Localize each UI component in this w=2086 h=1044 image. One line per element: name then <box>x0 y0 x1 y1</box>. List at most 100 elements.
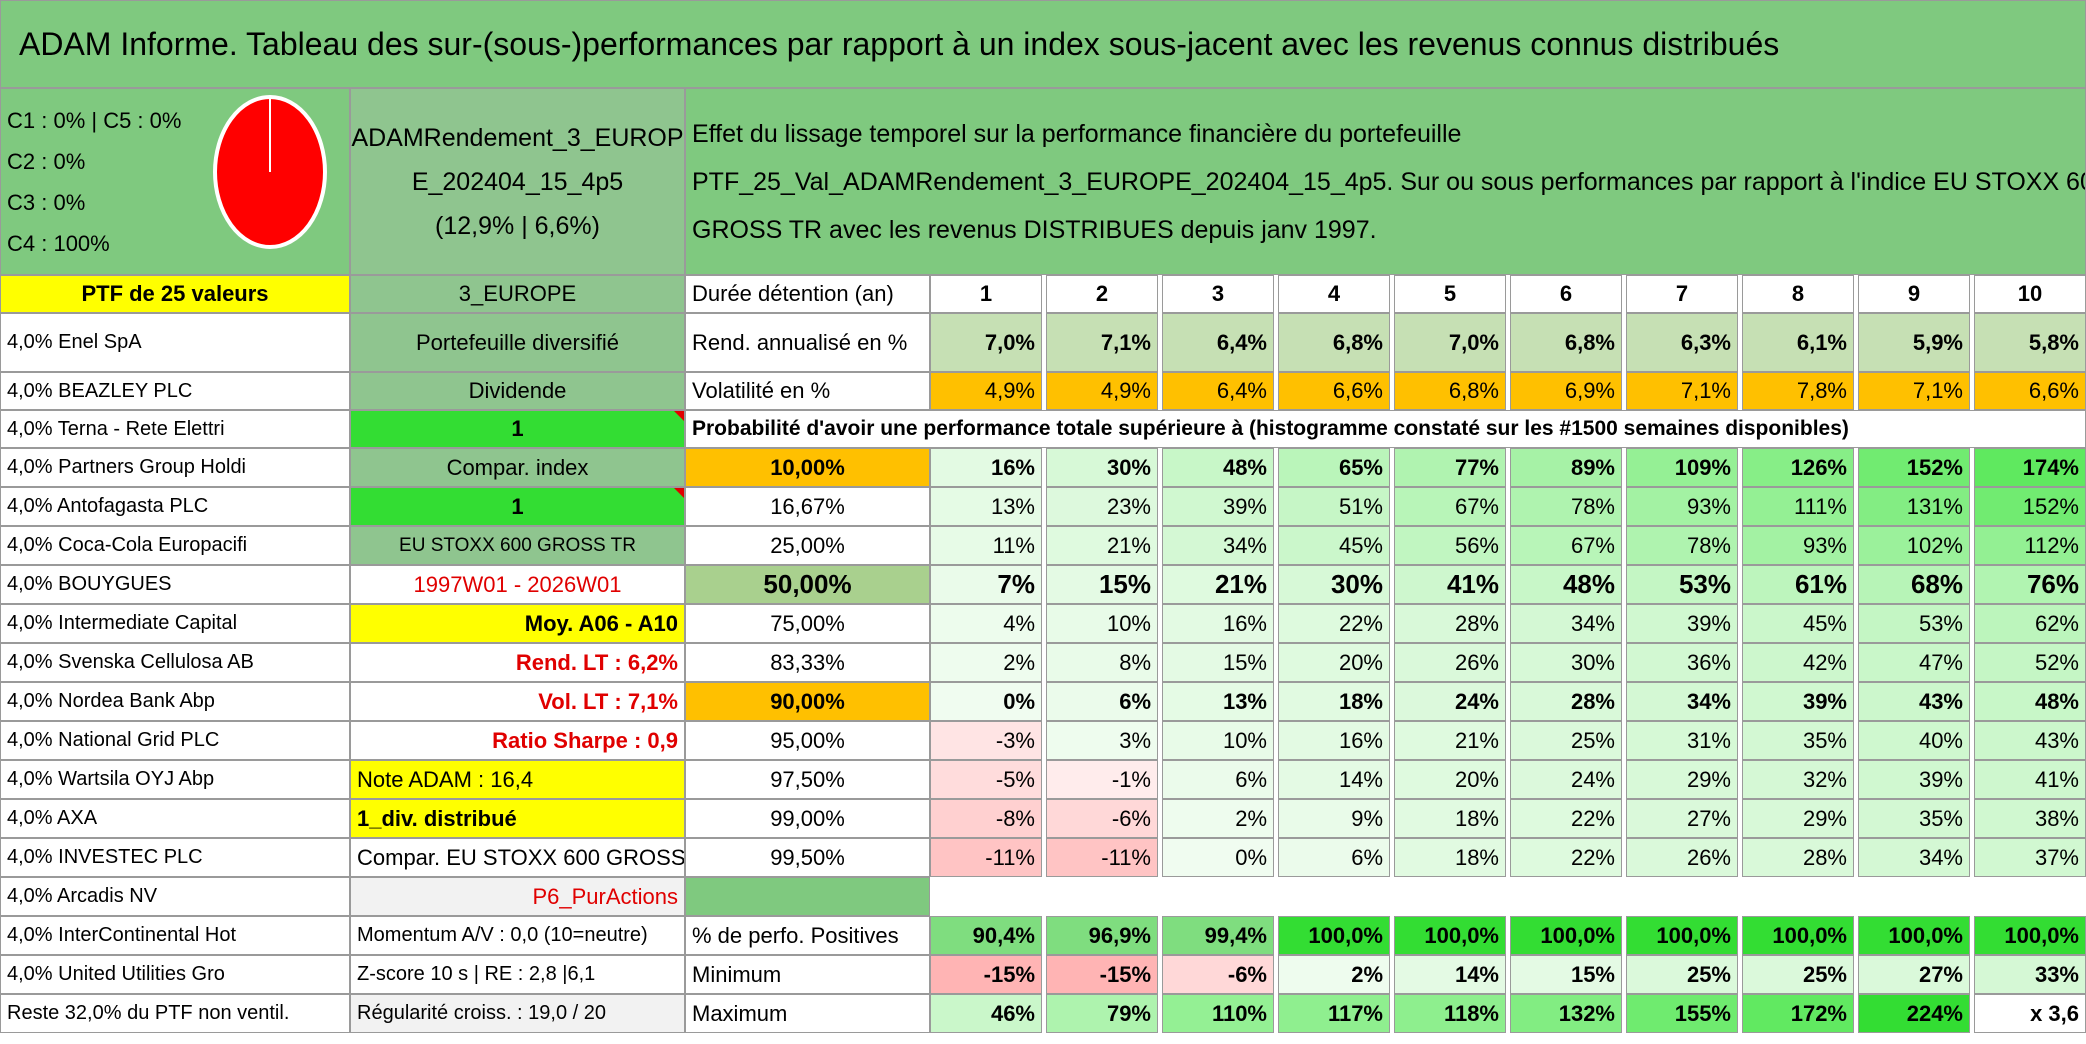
holding-row: 4,0% Enel SpA <box>0 313 350 372</box>
vol-value: 4,9% <box>1046 372 1158 410</box>
probability-value: 51% <box>1278 487 1390 526</box>
probability-value: 6% <box>1162 760 1274 799</box>
info-cell: Moy. A06 - A10 <box>350 604 685 643</box>
probability-value: 30% <box>1046 448 1158 487</box>
probability-threshold: 50,00% <box>685 565 930 604</box>
rend-value: 5,9% <box>1858 313 1970 372</box>
pos-value: 100,0% <box>1278 916 1390 955</box>
info-cell: 1 <box>350 487 685 526</box>
probability-value: 14% <box>1278 760 1390 799</box>
probability-value: 111% <box>1742 487 1854 526</box>
effect-line: GROSS TR avec les revenus DISTRIBUES dep… <box>692 215 1377 244</box>
portfolio-region: 3_EUROPE <box>350 275 685 313</box>
min-value: -6% <box>1162 955 1274 994</box>
holding-row: 4,0% BEAZLEY PLC <box>0 372 350 410</box>
probability-value: 28% <box>1510 682 1622 721</box>
rend-value: 5,8% <box>1974 313 2086 372</box>
probability-value: 68% <box>1858 565 1970 604</box>
probability-value: 48% <box>1162 448 1274 487</box>
min-value: 15% <box>1510 955 1622 994</box>
min-value: 2% <box>1278 955 1390 994</box>
probability-threshold: 99,50% <box>685 838 930 877</box>
probability-value: 24% <box>1394 682 1506 721</box>
probability-value: 78% <box>1626 526 1738 565</box>
holding-row: Reste 32,0% du PTF non ventil. <box>0 994 350 1033</box>
portfolio-name-line: (12,9% | 6,6%) <box>435 211 600 240</box>
holding-row: 4,0% Intermediate Capital <box>0 604 350 643</box>
probability-value: 126% <box>1742 448 1854 487</box>
probability-value: 65% <box>1278 448 1390 487</box>
probability-value: 3% <box>1046 721 1158 760</box>
probability-value: 20% <box>1278 643 1390 682</box>
holding-row: 4,0% AXA <box>0 799 350 838</box>
year-header: 2 <box>1046 275 1158 313</box>
info-cell: Compar. EU STOXX 600 GROSS TR <box>350 838 685 877</box>
year-header: 8 <box>1742 275 1854 313</box>
year-header: 6 <box>1510 275 1622 313</box>
probability-value: 26% <box>1394 643 1506 682</box>
max-value: 118% <box>1394 994 1506 1033</box>
probability-value: 16% <box>1278 721 1390 760</box>
probability-value: 41% <box>1394 565 1506 604</box>
info-cell: EU STOXX 600 GROSS TR <box>350 526 685 565</box>
probability-value: 35% <box>1742 721 1854 760</box>
holding-row: 4,0% InterContinental Hot <box>0 916 350 955</box>
effect-description: Effet du lissage temporel sur la perform… <box>685 88 2086 275</box>
info-cell: Portefeuille diversifié <box>350 313 685 372</box>
probability-value: 31% <box>1626 721 1738 760</box>
portfolio-name-line: E_202404_15_4p5 <box>411 167 624 196</box>
max-value: 224% <box>1858 994 1970 1033</box>
vol-value: 6,6% <box>1974 372 2086 410</box>
probability-threshold: 75,00% <box>685 604 930 643</box>
class-line: C3 : 0% <box>7 189 86 215</box>
year-header: 10 <box>1974 275 2086 313</box>
probability-value: 61% <box>1742 565 1854 604</box>
holding-row: 4,0% INVESTEC PLC <box>0 838 350 877</box>
probability-value: 39% <box>1742 682 1854 721</box>
probability-value: 10% <box>1162 721 1274 760</box>
pos-value: 99,4% <box>1162 916 1274 955</box>
probability-value: 78% <box>1510 487 1622 526</box>
probability-value: -5% <box>930 760 1042 799</box>
min-value: 25% <box>1742 955 1854 994</box>
pos-value: 100,0% <box>1394 916 1506 955</box>
probability-value: -1% <box>1046 760 1158 799</box>
probability-value: 48% <box>1510 565 1622 604</box>
probability-label: Probabilité d'avoir une performance tota… <box>685 410 2086 448</box>
max-ratio: x 3,6 <box>1974 994 2086 1033</box>
probability-value: 22% <box>1510 799 1622 838</box>
probability-value: 8% <box>1046 643 1158 682</box>
probability-value: 152% <box>1974 487 2086 526</box>
probability-value: -6% <box>1046 799 1158 838</box>
probability-threshold: 95,00% <box>685 721 930 760</box>
probability-value: 52% <box>1974 643 2086 682</box>
portfolio-name: ADAMRendement_3_EUROP E_202404_15_4p5 (12,… <box>350 88 685 275</box>
probability-value: 29% <box>1626 760 1738 799</box>
pos-label: % de perfo. Positives <box>685 916 930 955</box>
probability-value: 38% <box>1974 799 2086 838</box>
year-header: 5 <box>1394 275 1506 313</box>
probability-value: 43% <box>1858 682 1970 721</box>
info-cell: Momentum A/V : 0,0 (10=neutre) <box>350 916 685 955</box>
info-cell: Note ADAM : 16,4 <box>350 760 685 799</box>
pos-value: 100,0% <box>1510 916 1622 955</box>
year-header: 4 <box>1278 275 1390 313</box>
info-cell: Dividende <box>350 372 685 410</box>
probability-value: 34% <box>1162 526 1274 565</box>
probability-value: 20% <box>1394 760 1506 799</box>
probability-value: 2% <box>930 643 1042 682</box>
portfolio-size: PTF de 25 valeurs <box>0 275 350 313</box>
min-value: 14% <box>1394 955 1506 994</box>
probability-value: 16% <box>930 448 1042 487</box>
probability-value: -8% <box>930 799 1042 838</box>
probability-value: 27% <box>1626 799 1738 838</box>
pos-value: 100,0% <box>1742 916 1854 955</box>
probability-value: 4% <box>930 604 1042 643</box>
probability-value: 15% <box>1046 565 1158 604</box>
info-cell: 1997W01 - 2026W01 <box>350 565 685 604</box>
min-value: -15% <box>930 955 1042 994</box>
rend-value: 6,8% <box>1278 313 1390 372</box>
probability-value: 13% <box>1162 682 1274 721</box>
min-value: 25% <box>1626 955 1738 994</box>
rend-value: 7,0% <box>1394 313 1506 372</box>
